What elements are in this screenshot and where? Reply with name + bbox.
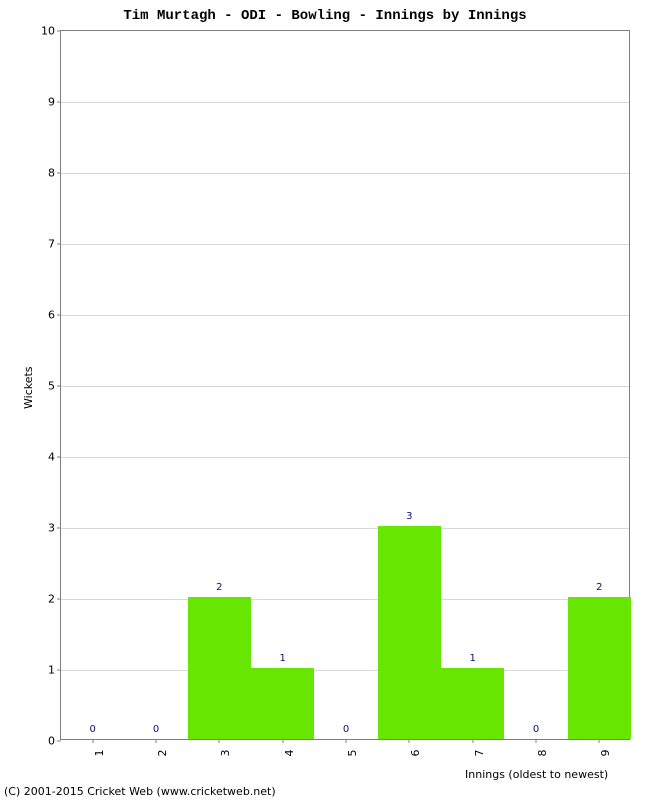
bar-value-label: 3 <box>406 511 412 522</box>
x-tick-label: 7 <box>473 750 486 757</box>
copyright-text: (C) 2001-2015 Cricket Web (www.cricketwe… <box>4 785 276 798</box>
chart-title: Tim Murtagh - ODI - Bowling - Innings by… <box>0 8 650 24</box>
x-tick-mark <box>219 739 220 743</box>
y-tick-label: 6 <box>48 309 55 322</box>
bar <box>188 597 251 739</box>
bar-value-label: 0 <box>533 724 539 735</box>
x-tick-mark <box>156 739 157 743</box>
y-tick-mark <box>57 173 61 174</box>
y-tick-mark <box>57 386 61 387</box>
bar-value-label: 0 <box>153 724 159 735</box>
x-tick-mark <box>599 739 600 743</box>
y-tick-label: 5 <box>48 380 55 393</box>
x-tick-mark <box>409 739 410 743</box>
x-tick-label: 4 <box>283 750 296 757</box>
x-tick-label: 8 <box>536 750 549 757</box>
bar-value-label: 0 <box>343 724 349 735</box>
y-tick-label: 4 <box>48 451 55 464</box>
x-tick-label: 3 <box>219 750 232 757</box>
y-tick-label: 2 <box>48 593 55 606</box>
y-tick-label: 8 <box>48 167 55 180</box>
x-tick-mark <box>92 739 93 743</box>
bar-value-label: 0 <box>89 724 95 735</box>
x-tick-label: 9 <box>599 750 612 757</box>
gridline <box>61 102 629 103</box>
y-tick-mark <box>57 102 61 103</box>
y-tick-label: 0 <box>48 735 55 748</box>
x-tick-label: 2 <box>156 750 169 757</box>
x-tick-label: 6 <box>409 750 422 757</box>
bar-value-label: 2 <box>216 582 222 593</box>
y-tick-mark <box>57 31 61 32</box>
x-tick-mark <box>472 739 473 743</box>
bar-value-label: 1 <box>279 653 285 664</box>
x-tick-mark <box>282 739 283 743</box>
y-tick-label: 9 <box>48 96 55 109</box>
gridline <box>61 244 629 245</box>
y-tick-mark <box>57 315 61 316</box>
bar-value-label: 1 <box>469 653 475 664</box>
gridline <box>61 528 629 529</box>
chart-container: Tim Murtagh - ODI - Bowling - Innings by… <box>0 0 650 800</box>
bar <box>378 526 441 739</box>
bar <box>441 668 504 739</box>
y-tick-mark <box>57 244 61 245</box>
y-tick-label: 1 <box>48 664 55 677</box>
x-tick-mark <box>346 739 347 743</box>
y-tick-mark <box>57 528 61 529</box>
gridline <box>61 599 629 600</box>
bar <box>251 668 314 739</box>
bar <box>568 597 631 739</box>
x-tick-mark <box>536 739 537 743</box>
gridline <box>61 315 629 316</box>
y-tick-mark <box>57 670 61 671</box>
gridline <box>61 670 629 671</box>
y-tick-label: 3 <box>48 522 55 535</box>
gridline <box>61 386 629 387</box>
plot-area: 012345678910010223140536170829 <box>60 30 630 740</box>
y-tick-mark <box>57 457 61 458</box>
y-axis-label: Wickets <box>22 366 35 409</box>
y-tick-label: 7 <box>48 238 55 251</box>
gridline <box>61 457 629 458</box>
gridline <box>61 173 629 174</box>
x-axis-label: Innings (oldest to newest) <box>465 768 608 781</box>
x-tick-label: 1 <box>93 750 106 757</box>
x-tick-label: 5 <box>346 750 359 757</box>
y-tick-mark <box>57 741 61 742</box>
bar-value-label: 2 <box>596 582 602 593</box>
y-tick-label: 10 <box>41 25 55 38</box>
y-tick-mark <box>57 599 61 600</box>
